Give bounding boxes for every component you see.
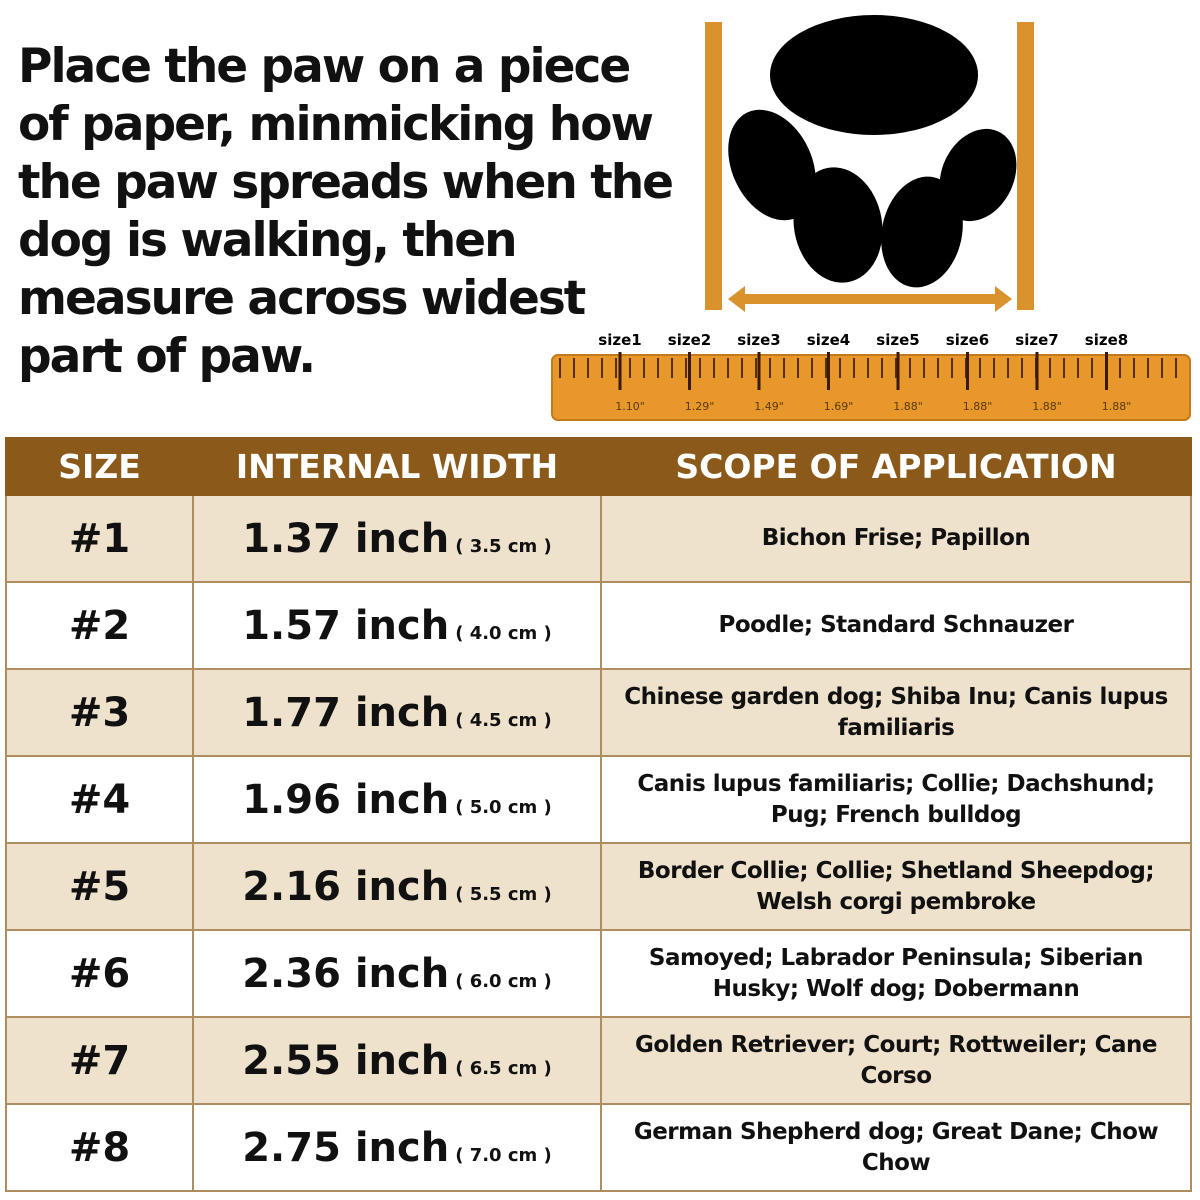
size-cell: #6 [5, 929, 194, 1018]
table-row: #4 1.96 inch( 5.0 cm ) Canis lupus famil… [5, 755, 1192, 844]
scope-cell: Samoyed; Labrador Peninsula; Siberian Hu… [600, 929, 1192, 1018]
scope-cell: Bichon Frise; Papillon [600, 494, 1192, 583]
size-cell: #1 [5, 494, 194, 583]
width-inch: 1.96 inch [242, 776, 450, 823]
table-row: #3 1.77 inch( 4.5 cm ) Chinese garden do… [5, 668, 1192, 757]
ruler-value-label: 1.49" [754, 400, 784, 413]
table-row: #7 2.55 inch( 6.5 cm ) Golden Retriever;… [5, 1016, 1192, 1105]
table-row: #1 1.37 inch( 3.5 cm ) Bichon Frise; Pap… [5, 494, 1192, 583]
width-cell: 2.75 inch( 7.0 cm ) [192, 1103, 602, 1192]
instruction-text: Place the paw on a piece of paper, minmi… [18, 39, 674, 384]
paw-print-icon [728, 15, 1017, 288]
scope-cell: German Shepherd dog; Great Dane; Chow Ch… [600, 1103, 1192, 1192]
left-guide-bar [705, 22, 722, 310]
width-cell: 2.55 inch( 6.5 cm ) [192, 1016, 602, 1105]
size-cell: #3 [5, 668, 194, 757]
width-cm: ( 5.0 cm ) [455, 796, 552, 818]
ruler-size-label: size3 [737, 331, 780, 349]
width-cell: 2.16 inch( 5.5 cm ) [192, 842, 602, 931]
ruler-value-label: 1.29" [685, 400, 715, 413]
ruler-ticks [559, 358, 1177, 378]
ruler-value-label: 1.69" [824, 400, 854, 413]
scope-cell: Border Collie; Collie; Shetland Sheepdog… [600, 842, 1192, 931]
scope-cell: Golden Retriever; Court; Rottweiler; Can… [600, 1016, 1192, 1105]
scope-cell: Poodle; Standard Schnauzer [600, 581, 1192, 670]
width-cell: 1.77 inch( 4.5 cm ) [192, 668, 602, 757]
scope-cell: Canis lupus familiaris; Collie; Dachshun… [600, 755, 1192, 844]
size-cell: #2 [5, 581, 194, 670]
width-cell: 1.57 inch( 4.0 cm ) [192, 581, 602, 670]
width-cm: ( 4.5 cm ) [455, 709, 552, 731]
ruler-size-label: size7 [1015, 331, 1058, 349]
width-inch: 1.57 inch [242, 602, 450, 649]
size-cell: #5 [5, 842, 194, 931]
ruler-value-label: 1.88" [963, 400, 993, 413]
table-row: #5 2.16 inch( 5.5 cm ) Border Collie; Co… [5, 842, 1192, 931]
ruler-value-label: 1.88" [1032, 400, 1062, 413]
ruler-size-label: size8 [1085, 331, 1128, 349]
width-inch: 1.77 inch [242, 689, 450, 736]
width-cell: 1.96 inch( 5.0 cm ) [192, 755, 602, 844]
table-row: #6 2.36 inch( 6.0 cm ) Samoyed; Labrador… [5, 929, 1192, 1018]
size-table: SIZE INTERNAL WIDTH SCOPE OF APPLICATION… [5, 437, 1192, 1192]
width-inch: 2.16 inch [242, 863, 450, 910]
ruler-size-label: size6 [946, 331, 989, 349]
width-cm: ( 4.0 cm ) [455, 622, 552, 644]
width-cm: ( 3.5 cm ) [455, 535, 552, 557]
header-scope: SCOPE OF APPLICATION [600, 437, 1192, 496]
header-size: SIZE [5, 437, 194, 496]
ruler-size-label: size4 [807, 331, 850, 349]
ruler-value-label: 1.10" [615, 400, 645, 413]
ruler-size-label: size5 [876, 331, 919, 349]
width-inch: 2.55 inch [242, 1037, 450, 1084]
table-row: #8 2.75 inch( 7.0 cm ) German Shepherd d… [5, 1103, 1192, 1192]
width-cm: ( 6.5 cm ) [455, 1057, 552, 1079]
width-cm: ( 7.0 cm ) [455, 1144, 552, 1166]
width-arrow-icon [728, 286, 1012, 312]
size-cell: #7 [5, 1016, 194, 1105]
width-inch: 2.36 inch [242, 950, 450, 997]
table-row: #2 1.57 inch( 4.0 cm ) Poodle; Standard … [5, 581, 1192, 670]
size-cell: #8 [5, 1103, 194, 1192]
width-inch: 2.75 inch [242, 1124, 450, 1171]
width-cm: ( 6.0 cm ) [455, 970, 552, 992]
ruler [551, 354, 1191, 421]
size-cell: #4 [5, 755, 194, 844]
ruler-value-label: 1.88" [1102, 400, 1132, 413]
right-guide-bar [1017, 22, 1034, 310]
ruler-size-label: size2 [668, 331, 711, 349]
ruler-value-label: 1.88" [893, 400, 923, 413]
width-cell: 1.37 inch( 3.5 cm ) [192, 494, 602, 583]
width-cm: ( 5.5 cm ) [455, 883, 552, 905]
width-cell: 2.36 inch( 6.0 cm ) [192, 929, 602, 1018]
scope-cell: Chinese garden dog; Shiba Inu; Canis lup… [600, 668, 1192, 757]
header-width: INTERNAL WIDTH [192, 437, 602, 496]
paw-measure-illustration: size1 1.10" size2 1.29" size3 1.49" size4 1.69"… [551, 15, 1191, 421]
ruler-size-label: size1 [598, 331, 641, 349]
width-inch: 1.37 inch [242, 515, 450, 562]
